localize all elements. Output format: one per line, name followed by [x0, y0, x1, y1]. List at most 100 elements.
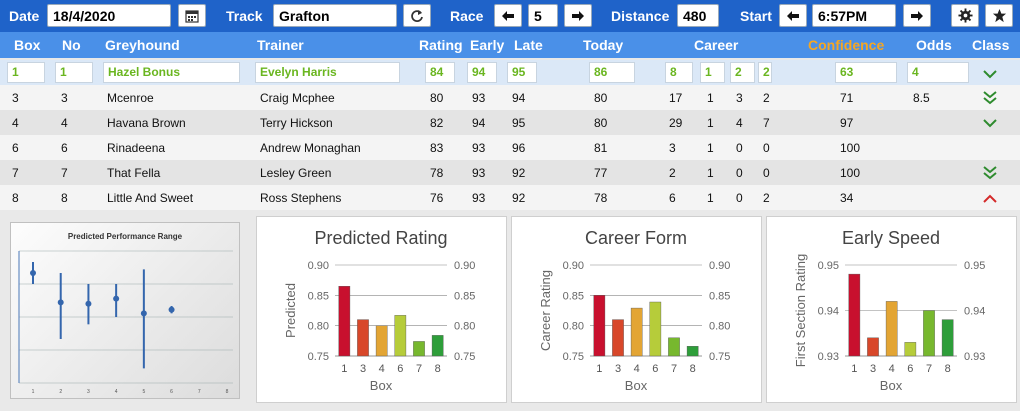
career-starts-cell: 17: [669, 91, 683, 105]
predicted-rating-chart: Predicted Rating 0.75 0.75 0.80 0.80 0.85 0.85…: [283, 228, 475, 393]
rating-cell[interactable]: 84: [425, 62, 455, 83]
table-row[interactable]: 8 8 Little And Sweet Ross Stephens 76 93…: [0, 185, 1020, 210]
career-seconds-cell: 0: [736, 141, 743, 155]
race-input[interactable]: 5: [528, 4, 558, 27]
col-today[interactable]: Today: [583, 37, 624, 53]
table-row[interactable]: 3 3 Mcenroe Craig Mcphee 80 93 94 80 17 …: [0, 85, 1020, 110]
performance-range-svg: Predicted Performance Range 1 2 3 4 5 6 7 8: [18, 232, 233, 395]
x-tick-label: 8: [945, 363, 951, 375]
today-cell: 80: [594, 116, 608, 130]
race-prev-button[interactable]: [494, 4, 522, 27]
col-odds[interactable]: Odds: [916, 37, 952, 53]
col-no[interactable]: No: [62, 37, 81, 53]
y-tick-label-right: 0.75: [709, 351, 730, 363]
y-axis-label: First Section Rating: [793, 254, 808, 367]
confidence-cell: 97: [840, 116, 854, 130]
favourite-button[interactable]: [985, 4, 1013, 27]
today-cell: 81: [594, 141, 608, 155]
x-tick-label: 6: [907, 363, 913, 375]
greyhound-cell[interactable]: That Fella: [107, 166, 161, 180]
y-tick-label-right: 0.85: [709, 290, 730, 302]
start-time-input[interactable]: 6:57PM: [812, 4, 896, 27]
col-career[interactable]: Career: [694, 37, 739, 53]
y-tick-label-right: 0.75: [454, 351, 475, 363]
today-cell: 77: [594, 166, 608, 180]
range-point: [140, 310, 147, 317]
table-row[interactable]: 6 6 Rinadeena Andrew Monaghan 83 93 96 8…: [0, 135, 1020, 160]
y-tick-label-right: 0.80: [454, 321, 475, 333]
x-tick-label: 1: [341, 363, 347, 375]
start-label: Start: [740, 8, 772, 24]
col-early[interactable]: Early: [470, 37, 505, 53]
x-tick-label: 1: [851, 363, 857, 375]
box-cell[interactable]: 1: [7, 62, 45, 83]
greyhound-cell[interactable]: Hazel Bonus: [103, 62, 240, 83]
settings-button[interactable]: [951, 4, 979, 27]
table-row[interactable]: 7 7 That Fella Lesley Green 78 93 92 77 …: [0, 160, 1020, 185]
x-tick-label: 2: [59, 389, 62, 395]
confidence-cell[interactable]: 63: [835, 62, 897, 83]
odds-cell[interactable]: 4: [907, 62, 969, 83]
today-cell[interactable]: 86: [589, 62, 635, 83]
range-point: [57, 299, 64, 306]
performance-range-chart: Predicted Performance Range 1 2 3 4 5 6 7 8: [10, 222, 240, 399]
table-row[interactable]: 1 1 Hazel Bonus Evelyn Harris 84 94 95 8…: [0, 60, 1020, 85]
early-cell[interactable]: 94: [467, 62, 497, 83]
career-form-panel: Career Form 0.75 0.75 0.80 0.80 0.85 0.85 0.90 0…: [511, 216, 762, 403]
calendar-icon: [185, 9, 199, 23]
y-tick-label-right: 0.90: [709, 260, 730, 272]
y-tick-label-left: 0.75: [563, 351, 584, 363]
chevron-up-icon: [983, 194, 997, 203]
bar: [668, 337, 680, 357]
no-cell[interactable]: 1: [55, 62, 93, 83]
col-rating[interactable]: Rating: [419, 37, 463, 53]
trainer-cell: Craig Mcphee: [260, 91, 335, 105]
y-tick-label-right: 0.85: [454, 290, 475, 302]
col-trainer[interactable]: Trainer: [257, 37, 304, 53]
calendar-button[interactable]: [178, 4, 206, 27]
bar: [686, 346, 699, 357]
confidence-cell: 71: [840, 91, 854, 105]
chart-title: Early Speed: [842, 228, 940, 248]
chart-title: Career Form: [585, 228, 687, 248]
bar: [848, 273, 861, 357]
date-label: Date: [9, 8, 40, 24]
rating-cell: 82: [430, 116, 444, 130]
y-tick-label-left: 0.94: [818, 306, 839, 318]
career-wins-cell[interactable]: 1: [700, 62, 725, 83]
col-late[interactable]: Late: [514, 37, 543, 53]
trainer-cell[interactable]: Evelyn Harris: [255, 62, 400, 83]
x-tick-label: 3: [615, 363, 621, 375]
career-starts-cell[interactable]: 8: [665, 62, 693, 83]
track-input[interactable]: Grafton: [273, 4, 397, 27]
distance-input[interactable]: 480: [677, 4, 719, 27]
no-cell: 7: [61, 166, 68, 180]
career-thirds-cell: 0: [763, 166, 770, 180]
career-thirds-cell: 7: [763, 116, 770, 130]
col-class[interactable]: Class: [972, 37, 1010, 53]
refresh-button[interactable]: [403, 4, 431, 27]
career-thirds-cell[interactable]: 2: [758, 62, 772, 83]
greyhound-cell[interactable]: Rinadeena: [107, 141, 166, 155]
start-next-button[interactable]: [903, 4, 931, 27]
y-tick-label-right: 0.93: [964, 351, 985, 363]
greyhound-cell[interactable]: Mcenroe: [107, 91, 154, 105]
col-greyhound[interactable]: Greyhound: [105, 37, 180, 53]
date-input[interactable]: 18/4/2020: [47, 4, 171, 27]
bar: [867, 337, 879, 357]
col-confidence[interactable]: Confidence: [808, 37, 885, 53]
x-tick-label: 8: [435, 363, 441, 375]
race-next-button[interactable]: [564, 4, 592, 27]
arrow-left-icon: [502, 10, 514, 21]
x-tick-label: 8: [226, 389, 229, 395]
table-row[interactable]: 4 4 Havana Brown Terry Hickson 82 94 95 …: [0, 110, 1020, 135]
greyhound-cell[interactable]: Little And Sweet: [107, 191, 194, 205]
late-cell[interactable]: 95: [507, 62, 537, 83]
rating-cell: 80: [430, 91, 444, 105]
career-seconds-cell[interactable]: 2: [730, 62, 755, 83]
greyhound-cell[interactable]: Havana Brown: [107, 116, 186, 130]
start-prev-button[interactable]: [779, 4, 807, 27]
double-chevron-down-icon: [983, 91, 997, 105]
col-box[interactable]: Box: [14, 37, 41, 53]
range-point: [168, 306, 175, 313]
